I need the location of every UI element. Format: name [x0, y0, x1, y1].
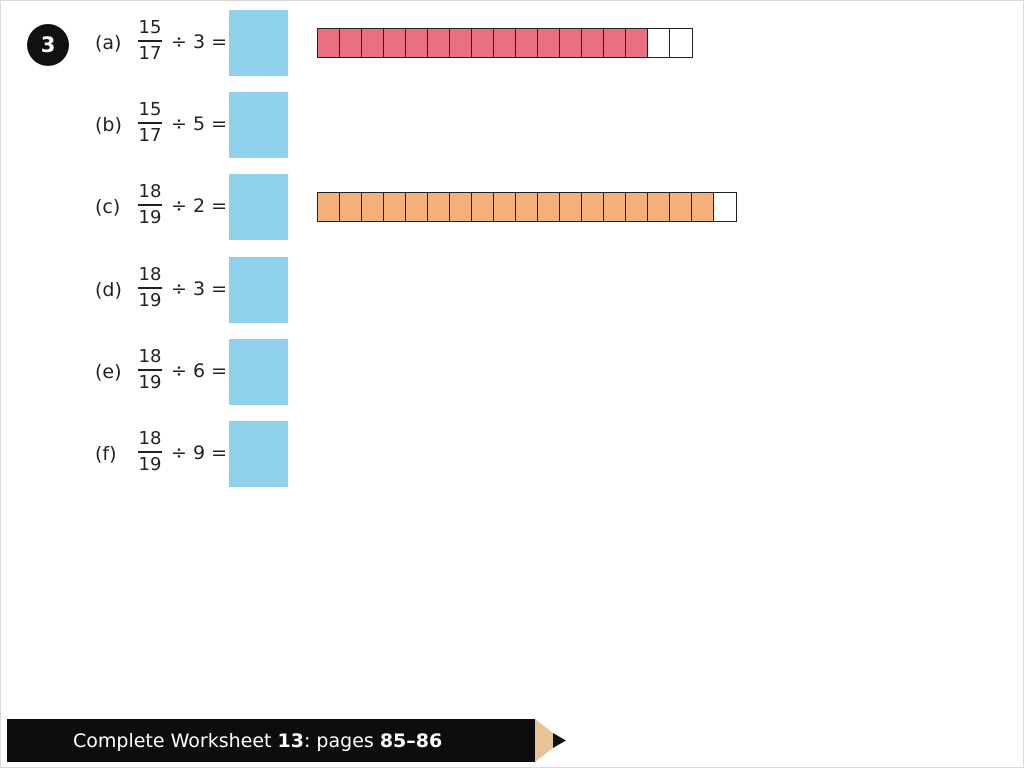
answer-box[interactable] — [229, 421, 288, 487]
question-part: (d) 18 19 ÷ 3 = — [0, 257, 1024, 323]
strip-cell-shaded — [428, 29, 450, 57]
fraction-strip — [317, 192, 737, 222]
strip-cell-shaded — [538, 29, 560, 57]
strip-cell-empty — [714, 193, 736, 221]
strip-cell-shaded — [362, 29, 384, 57]
division-operation: ÷ 9 = — [171, 442, 228, 464]
pencil-tip-icon — [535, 719, 566, 762]
strip-cell-shaded — [604, 193, 626, 221]
strip-cell-shaded — [450, 29, 472, 57]
division-operation: ÷ 3 = — [171, 31, 228, 53]
question-number-badge: 3 — [27, 24, 69, 66]
question-part: (c) 18 19 ÷ 2 = — [0, 174, 1024, 240]
footer-banner: Complete Worksheet 13: pages 85–86 — [7, 719, 535, 762]
fraction-bar — [138, 287, 162, 289]
fraction: 18 19 — [137, 347, 163, 393]
fraction-bar — [138, 40, 162, 42]
strip-cell-shaded — [318, 29, 340, 57]
numerator: 18 — [138, 181, 162, 202]
denominator: 17 — [138, 125, 162, 146]
strip-cell-shaded — [406, 29, 428, 57]
strip-cell-shaded — [494, 29, 516, 57]
fraction-bar — [138, 204, 162, 206]
denominator: 19 — [138, 290, 162, 311]
strip-cell-shaded — [318, 193, 340, 221]
fraction-bar — [138, 369, 162, 371]
division-operation: ÷ 5 = — [171, 113, 228, 135]
part-label: (d) — [95, 279, 122, 301]
denominator: 19 — [138, 207, 162, 228]
strip-cell-shaded — [450, 193, 472, 221]
numerator: 18 — [138, 428, 162, 449]
numerator: 18 — [138, 264, 162, 285]
strip-cell-shaded — [472, 193, 494, 221]
denominator: 19 — [138, 454, 162, 475]
fraction: 18 19 — [137, 265, 163, 311]
part-label: (f) — [95, 443, 117, 465]
answer-box[interactable] — [229, 92, 288, 158]
strip-cell-empty — [648, 29, 670, 57]
strip-cell-shaded — [516, 29, 538, 57]
denominator: 19 — [138, 372, 162, 393]
strip-cell-shaded — [362, 193, 384, 221]
question-number: 3 — [40, 33, 56, 57]
part-label: (b) — [95, 114, 122, 136]
division-operation: ÷ 2 = — [171, 195, 228, 217]
part-label: (a) — [95, 32, 122, 54]
footer-pages: 85–86 — [379, 729, 443, 752]
answer-box[interactable] — [229, 257, 288, 323]
part-label: (c) — [95, 196, 121, 218]
strip-cell-shaded — [472, 29, 494, 57]
strip-cell-shaded — [384, 29, 406, 57]
strip-cell-shaded — [560, 29, 582, 57]
fraction-bar — [138, 122, 162, 124]
fraction: 15 17 — [137, 100, 163, 146]
footer-worksheet-number: 13 — [277, 729, 304, 752]
footer-prefix: Complete Worksheet — [73, 729, 278, 752]
strip-cell-shaded — [560, 193, 582, 221]
fraction: 15 17 — [137, 18, 163, 64]
question-part: (f) 18 19 ÷ 9 = — [0, 421, 1024, 487]
footer-middle: : pages — [303, 729, 380, 752]
strip-cell-shaded — [406, 193, 428, 221]
answer-box[interactable] — [229, 174, 288, 240]
fraction-strip — [317, 28, 693, 58]
strip-cell-shaded — [384, 193, 406, 221]
strip-cell-shaded — [538, 193, 560, 221]
fraction: 18 19 — [137, 429, 163, 475]
strip-cell-empty — [670, 29, 692, 57]
answer-box[interactable] — [229, 10, 288, 76]
division-operation: ÷ 6 = — [171, 360, 228, 382]
question-part: (e) 18 19 ÷ 6 = — [0, 339, 1024, 405]
strip-cell-shaded — [494, 193, 516, 221]
strip-cell-shaded — [692, 193, 714, 221]
numerator: 15 — [138, 17, 162, 38]
strip-cell-shaded — [516, 193, 538, 221]
strip-cell-shaded — [670, 193, 692, 221]
strip-cell-shaded — [582, 29, 604, 57]
strip-cell-shaded — [428, 193, 450, 221]
denominator: 17 — [138, 43, 162, 64]
division-operation: ÷ 3 = — [171, 278, 228, 300]
strip-cell-shaded — [582, 193, 604, 221]
strip-cell-shaded — [626, 29, 648, 57]
strip-cell-shaded — [340, 193, 362, 221]
strip-cell-shaded — [648, 193, 670, 221]
fraction-bar — [138, 451, 162, 453]
strip-cell-shaded — [604, 29, 626, 57]
footer-text: Complete Worksheet 13: pages 85–86 — [73, 730, 442, 752]
strip-cell-shaded — [626, 193, 648, 221]
question-part: (a) 15 17 ÷ 3 = — [0, 10, 1024, 76]
numerator: 18 — [138, 346, 162, 367]
question-part: (b) 15 17 ÷ 5 = — [0, 92, 1024, 158]
fraction: 18 19 — [137, 182, 163, 228]
answer-box[interactable] — [229, 339, 288, 405]
part-label: (e) — [95, 361, 122, 383]
numerator: 15 — [138, 99, 162, 120]
strip-cell-shaded — [340, 29, 362, 57]
